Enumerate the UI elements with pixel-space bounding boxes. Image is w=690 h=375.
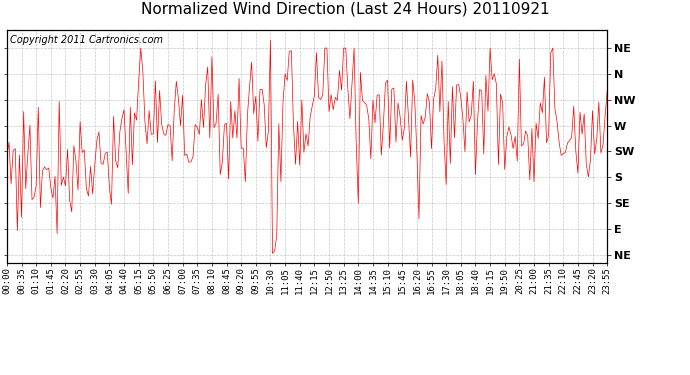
Text: Copyright 2011 Cartronics.com: Copyright 2011 Cartronics.com bbox=[10, 34, 163, 45]
Text: Normalized Wind Direction (Last 24 Hours) 20110921: Normalized Wind Direction (Last 24 Hours… bbox=[141, 2, 549, 17]
